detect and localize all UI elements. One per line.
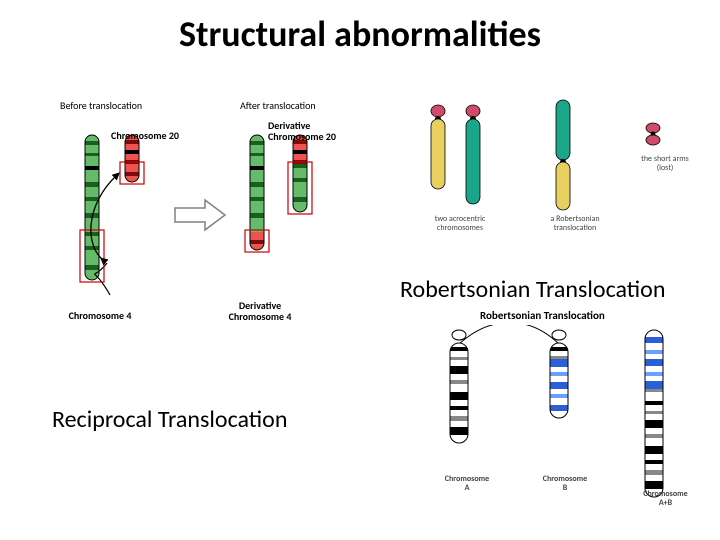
label-robertsonian-small: Robertsonian Translocation	[480, 310, 605, 322]
heading-robertsonian: Robertsonian Translocation	[400, 275, 665, 304]
label-after: After translocation	[240, 100, 316, 111]
page-title: Structural abnormalities	[0, 12, 720, 56]
label-chrA: ChromosomeA	[432, 475, 502, 493]
label-der4: DerivativeChromosome 4	[210, 300, 310, 322]
label-chr20: Chromosome 20	[100, 130, 190, 141]
label-chr4: Chromosome 4	[55, 310, 145, 321]
heading-reciprocal: Reciprocal Translocation	[52, 405, 287, 434]
label-short-arms: the short arms(lost)	[625, 155, 705, 173]
label-a-robert: a Robertsoniantranslocation	[530, 215, 620, 233]
label-two-acro: two acrocentricchromosomes	[415, 215, 505, 233]
label-chrB: ChromosomeB	[530, 475, 600, 493]
label-before: Before translocation	[60, 100, 142, 111]
label-der20: DerivativeChromosome 20	[268, 120, 368, 142]
label-chrAB: ChromosomeA+B	[628, 490, 703, 508]
